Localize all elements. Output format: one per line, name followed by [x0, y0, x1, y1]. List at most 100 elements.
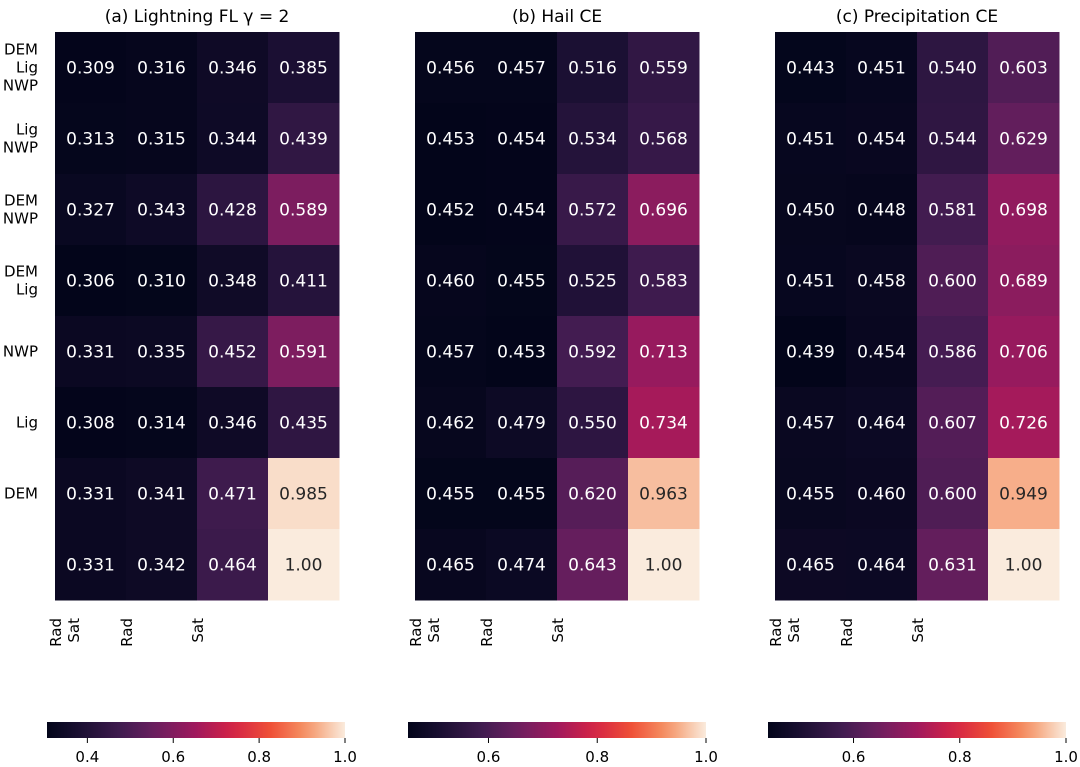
panel-2-cell-label-r5-c3: 0.726 — [999, 414, 1048, 434]
panel-1-cell-r5-c3 — [628, 387, 700, 459]
panel-2-cell-r3-c1 — [846, 245, 918, 317]
panel-0-cell-label-r0-c0: 0.309 — [66, 59, 115, 79]
panel-1-colorbar-tick-label-1: 0.8 — [585, 748, 609, 766]
panel-2-cell-label-r4-c0: 0.439 — [786, 343, 835, 363]
row-label-r0-l2: NWP — [3, 77, 38, 95]
panel-0-cell-label-r2-c3: 0.589 — [279, 201, 328, 221]
panel-0-cell-label-r1-c2: 0.344 — [208, 130, 257, 150]
panel-0-cell-r6-c1 — [126, 458, 198, 530]
panel-0-cell-label-r2-c0: 0.327 — [66, 201, 115, 221]
panel-2-cell-r7-c3 — [988, 529, 1060, 601]
panel-1-cell-r5-c1 — [486, 387, 558, 459]
panel-0-cell-r5-c3 — [268, 387, 340, 459]
panel-1-cell-r3-c3 — [628, 245, 700, 317]
row-label-r1-l0: Lig — [16, 121, 38, 139]
panel-0-cell-label-r7-c1: 0.342 — [137, 556, 186, 576]
panel-2-cell-label-r3-c2: 0.600 — [928, 272, 977, 292]
panel-0-colorbar-tick-label-1: 0.6 — [161, 748, 185, 766]
panel-2-cell-label-r6-c0: 0.455 — [786, 485, 835, 505]
panel-1-cell-label-r5-c3: 0.734 — [639, 414, 688, 434]
panel-2-cell-r7-c2 — [917, 529, 989, 601]
panel-2-cell-r0-c0 — [775, 32, 847, 104]
panel-0-cell-r4-c3 — [268, 316, 340, 388]
panel-0-cell-r6-c0 — [55, 458, 127, 530]
panel-1-cell-label-r6-c3: 0.963 — [639, 485, 688, 505]
panel-2-cell-r6-c0 — [775, 458, 847, 530]
panel-0-cell-r2-c0 — [55, 174, 127, 246]
panel-0-cell-label-r0-c1: 0.316 — [137, 59, 186, 79]
panel-2-cell-label-r1-c3: 0.629 — [999, 130, 1048, 150]
panel-2-cell-r1-c0 — [775, 103, 847, 175]
panel-2-cell-label-r6-c3: 0.949 — [999, 485, 1048, 505]
panel-0-col-label-c2-l0: Sat — [189, 618, 207, 643]
panel-1-cell-r6-c3 — [628, 458, 700, 530]
panel-1-cell-label-r5-c0: 0.462 — [426, 414, 475, 434]
panel-0-cell-r5-c1 — [126, 387, 198, 459]
panel-0-cell-r3-c3 — [268, 245, 340, 317]
panel-2-cell-r1-c3 — [988, 103, 1060, 175]
panel-1-cell-r1-c1 — [486, 103, 558, 175]
panel-1-cell-label-r0-c3: 0.559 — [639, 59, 688, 79]
panel-1-cell-label-r7-c3: 1.00 — [645, 556, 683, 576]
panel-0-cell-label-r2-c1: 0.343 — [137, 201, 186, 221]
panel-0-cell-label-r0-c2: 0.346 — [208, 59, 257, 79]
panel-2-cell-label-r4-c3: 0.706 — [999, 343, 1048, 363]
panel-2-cell-label-r7-c1: 0.464 — [857, 556, 906, 576]
panel-1-cell-r7-c0 — [415, 529, 487, 601]
panel-1-cell-label-r1-c3: 0.568 — [639, 130, 688, 150]
panel-0-cell-label-r4-c1: 0.335 — [137, 343, 186, 363]
panel-0-cell-label-r5-c0: 0.308 — [66, 414, 115, 434]
panel-0-cell-r2-c2 — [197, 174, 269, 246]
panel-0-cell-r5-c0 — [55, 387, 127, 459]
panel-0-cell-r6-c2 — [197, 458, 269, 530]
panel-0-cell-r7-c1 — [126, 529, 198, 601]
panel-1-cell-r2-c1 — [486, 174, 558, 246]
panel-0-cell-label-r6-c3: 0.985 — [279, 485, 328, 505]
panel-1-col-label-c1-l0: Rad — [478, 618, 496, 647]
panel-1-cell-r0-c1 — [486, 32, 558, 104]
panel-1-cell-r7-c1 — [486, 529, 558, 601]
panel-0-cell-r0-c1 — [126, 32, 198, 104]
panel-1-title: (b) Hail CE — [512, 7, 602, 27]
panel-2-colorbar-tick-label-2: 1.0 — [1054, 748, 1078, 766]
panel-1-cell-label-r3-c3: 0.583 — [639, 272, 688, 292]
panel-0-cell-r4-c1 — [126, 316, 198, 388]
panel-1-cell-label-r7-c1: 0.474 — [497, 556, 546, 576]
row-label-r0-l0: DEM — [4, 41, 38, 59]
panel-1-cell-r1-c3 — [628, 103, 700, 175]
panel-0-cell-label-r7-c3: 1.00 — [285, 556, 323, 576]
panel-2-cell-label-r2-c3: 0.698 — [999, 201, 1048, 221]
panel-0-col-label-c0-l1: Sat — [65, 618, 83, 643]
panel-0-col-label-c0-l0: Rad — [47, 618, 65, 647]
panel-1-cell-r2-c3 — [628, 174, 700, 246]
panel-1-cell-r2-c0 — [415, 174, 487, 246]
panel-0-cell-r3-c0 — [55, 245, 127, 317]
panel-1-cell-r5-c0 — [415, 387, 487, 459]
panel-2-cell-label-r1-c1: 0.454 — [857, 130, 906, 150]
panel-2-colorbar-tick-label-1: 0.8 — [948, 748, 972, 766]
panel-0-cell-r5-c2 — [197, 387, 269, 459]
panel-2-cell-label-r1-c2: 0.544 — [928, 130, 977, 150]
panel-0-cell-label-r5-c3: 0.435 — [279, 414, 328, 434]
panel-0-cell-r7-c2 — [197, 529, 269, 601]
panel-1-cell-r7-c3 — [628, 529, 700, 601]
panel-2-cell-r2-c1 — [846, 174, 918, 246]
panel-2-cell-r1-c2 — [917, 103, 989, 175]
panel-2-col-label-c1-l0: Rad — [838, 618, 856, 647]
panel-0-cell-r0-c2 — [197, 32, 269, 104]
panel-2-cell-r0-c1 — [846, 32, 918, 104]
row-label-r6-l0: DEM — [4, 485, 38, 503]
panel-1-colorbar-tick-label-0: 0.6 — [477, 748, 501, 766]
panel-0-cell-r3-c1 — [126, 245, 198, 317]
row-label-r0-l1: Lig — [16, 59, 38, 77]
panel-0-cell-r0-c0 — [55, 32, 127, 104]
row-label-r3-l1: Lig — [16, 281, 38, 299]
panel-1-cell-label-r4-c2: 0.592 — [568, 343, 617, 363]
panel-2-cell-r0-c2 — [917, 32, 989, 104]
panel-2-cell-label-r7-c2: 0.631 — [928, 556, 977, 576]
panel-1-col-label-c0-l1: Sat — [425, 618, 443, 643]
row-label-r1-l1: NWP — [3, 139, 38, 157]
panel-1-cell-label-r2-c0: 0.452 — [426, 201, 475, 221]
panel-1-cell-r0-c0 — [415, 32, 487, 104]
panel-2-cell-r5-c1 — [846, 387, 918, 459]
